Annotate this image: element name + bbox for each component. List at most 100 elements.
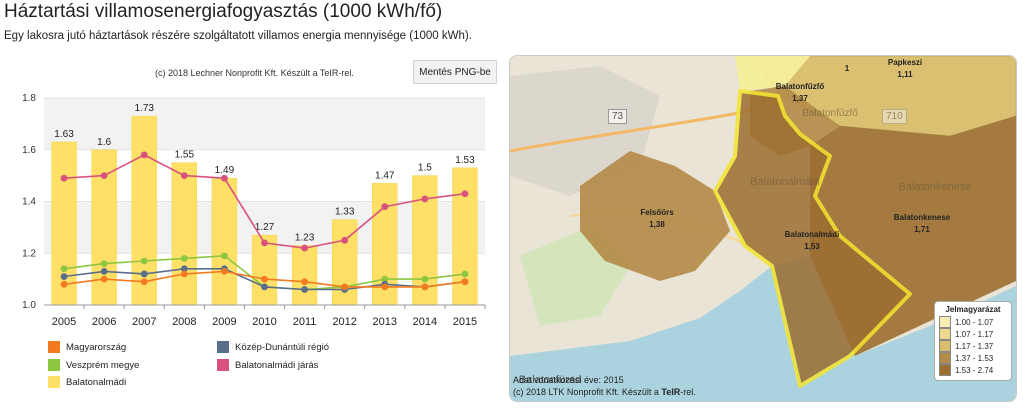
region-north-light bbox=[735, 56, 810, 91]
map-label-balatonkenese: Balatonkenese 1,71 bbox=[893, 213, 951, 234]
map-note-year: Adat vonatkozási éve: 2015 bbox=[513, 375, 624, 385]
x-tick-label: 2009 bbox=[212, 316, 236, 328]
series-point bbox=[221, 174, 228, 182]
lake-balaton bbox=[510, 256, 1016, 401]
legend-item-veszprem-megye[interactable]: Veszprém megye bbox=[48, 359, 139, 371]
series-point bbox=[100, 172, 108, 180]
series-point bbox=[461, 190, 469, 198]
x-tick-label: 2014 bbox=[413, 316, 437, 328]
legend-item-kozep-dunantuli-regio[interactable]: Közép-Dunántúli régió bbox=[217, 341, 329, 353]
series-point bbox=[60, 280, 68, 288]
x-tick-label: 2012 bbox=[332, 316, 356, 328]
series-point bbox=[180, 265, 188, 273]
basemap-label-balatonkenese: Balatonkenese bbox=[898, 181, 972, 193]
map-label-extra: 1 bbox=[844, 64, 850, 73]
page-subtitle: Egy lakosra jutó háztartások részére szo… bbox=[4, 30, 472, 42]
series-point bbox=[100, 267, 108, 275]
chart-credit: (c) 2018 Lechner Nonprofit Kft. Készült … bbox=[155, 68, 354, 78]
map-label-felsoors: Felsőörs 1,38 bbox=[640, 208, 674, 229]
series-point bbox=[140, 270, 148, 278]
x-tick-label: 2013 bbox=[373, 316, 397, 328]
save-png-button[interactable]: Mentés PNG-be bbox=[413, 60, 497, 84]
basemap-label-balatonfuzfo: Balatonfűzfő bbox=[802, 108, 858, 119]
series-point bbox=[421, 195, 429, 203]
series-point bbox=[180, 270, 188, 278]
map-legend-row: 1.00 - 1.07 bbox=[939, 316, 1007, 328]
series-point bbox=[140, 278, 148, 286]
y-tick-label: 1.4 bbox=[22, 197, 36, 208]
page-title: Háztartási villamosenergiafogyasztás (10… bbox=[4, 1, 443, 22]
map-legend-row: 1.53 - 2.74 bbox=[939, 364, 1007, 376]
bar bbox=[51, 141, 77, 306]
bar bbox=[251, 234, 278, 306]
bar-value-label: 1.33 bbox=[335, 207, 355, 218]
choropleth-map[interactable]: 73 710 Papkeszi 1,11 1 Balatonfűzfő 1,37 F… bbox=[509, 55, 1017, 402]
bar bbox=[291, 245, 318, 306]
x-tick-label: 2010 bbox=[252, 316, 276, 328]
x-tick-label: 2015 bbox=[453, 316, 477, 328]
bar-value-label: 1.73 bbox=[134, 103, 154, 114]
legend-item-magyarorszag[interactable]: Magyarország bbox=[48, 341, 126, 353]
x-tick-label: 2005 bbox=[52, 316, 76, 328]
basemap-label-balatonalmadi: Balatonalmádi bbox=[750, 176, 820, 188]
map-label-papkeszi: Papkeszi 1,11 bbox=[887, 58, 923, 79]
series-point bbox=[341, 236, 349, 244]
legend-item-balatonalmadi[interactable]: Balatonalmádi bbox=[48, 376, 126, 388]
road-main bbox=[510, 109, 751, 153]
bar bbox=[211, 177, 238, 306]
bar-value-label: 1.5 bbox=[418, 163, 432, 174]
series-point bbox=[461, 270, 469, 278]
legend-swatch bbox=[48, 359, 60, 371]
legend-label: Közép-Dunántúli régió bbox=[235, 341, 330, 353]
map-canvas bbox=[510, 56, 1016, 401]
series-point bbox=[301, 286, 308, 293]
map-legend-row: 1.17 - 1.37 bbox=[939, 340, 1007, 352]
y-tick-label: 1.0 bbox=[22, 300, 36, 311]
series-point bbox=[221, 267, 228, 275]
series-point bbox=[261, 239, 268, 247]
series-point bbox=[261, 283, 268, 291]
map-note: Adat vonatkozási éve: 2015 (c) 2018 LTK … bbox=[513, 374, 696, 398]
legend-swatch bbox=[217, 359, 229, 371]
bar-line-chart: 1.0 1.2 1.4 1.6 1.8 1.63 1.6 1.73 1.55 1.49 1.27 1.… bbox=[22, 93, 486, 328]
bar-value-label: 1.55 bbox=[175, 150, 195, 161]
series-point bbox=[301, 278, 308, 286]
series-point bbox=[381, 275, 389, 283]
bar-value-label: 1.27 bbox=[255, 222, 275, 233]
series-point bbox=[60, 273, 68, 280]
legend-swatch bbox=[48, 341, 60, 353]
region-balatonalmadi bbox=[713, 89, 912, 388]
legend-item-balatonalmadi-jaras[interactable]: Balatonalmádi járás bbox=[217, 359, 318, 371]
y-tick-label: 1.2 bbox=[22, 248, 36, 259]
bar bbox=[171, 162, 197, 306]
bar-value-label: 1.53 bbox=[455, 155, 475, 166]
map-legend-title: Jelmagyarázat bbox=[945, 305, 1001, 314]
basemap-label-balatonfured: Balatonfüred bbox=[518, 374, 582, 386]
series-point bbox=[221, 252, 228, 260]
series-point bbox=[140, 257, 148, 265]
map-legend: Jelmagyarázat 1.00 - 1.07 1.07 - 1.17 1.… bbox=[934, 301, 1012, 381]
region-felsoors bbox=[580, 151, 730, 281]
legend-label: Balatonalmádi járás bbox=[235, 359, 319, 371]
map-legend-row: 1.37 - 1.53 bbox=[939, 352, 1007, 364]
legend-swatch bbox=[217, 341, 229, 353]
series-point bbox=[180, 255, 188, 262]
series-point bbox=[381, 203, 389, 211]
bar-value-label: 1.49 bbox=[215, 165, 235, 176]
bar-value-label: 1.63 bbox=[54, 129, 74, 140]
y-tick-label: 1.8 bbox=[22, 93, 36, 104]
legend-swatch bbox=[48, 376, 60, 388]
x-tick-label: 2011 bbox=[293, 316, 317, 328]
map-label-balatonfuzfo: Balatonfűzfő 1,37 bbox=[775, 82, 825, 103]
series-point bbox=[140, 151, 148, 159]
legend-label: Magyarország bbox=[66, 341, 127, 353]
series-point bbox=[461, 278, 469, 286]
series-point bbox=[421, 283, 429, 291]
bar-value-label: 1.47 bbox=[375, 170, 395, 181]
bar-value-label: 1.6 bbox=[97, 137, 111, 148]
series-point bbox=[381, 283, 389, 291]
legend-label: Veszprém megye bbox=[66, 359, 140, 371]
grid-band bbox=[44, 98, 485, 150]
series-point bbox=[301, 244, 308, 252]
road-number-73: 73 bbox=[608, 109, 628, 124]
